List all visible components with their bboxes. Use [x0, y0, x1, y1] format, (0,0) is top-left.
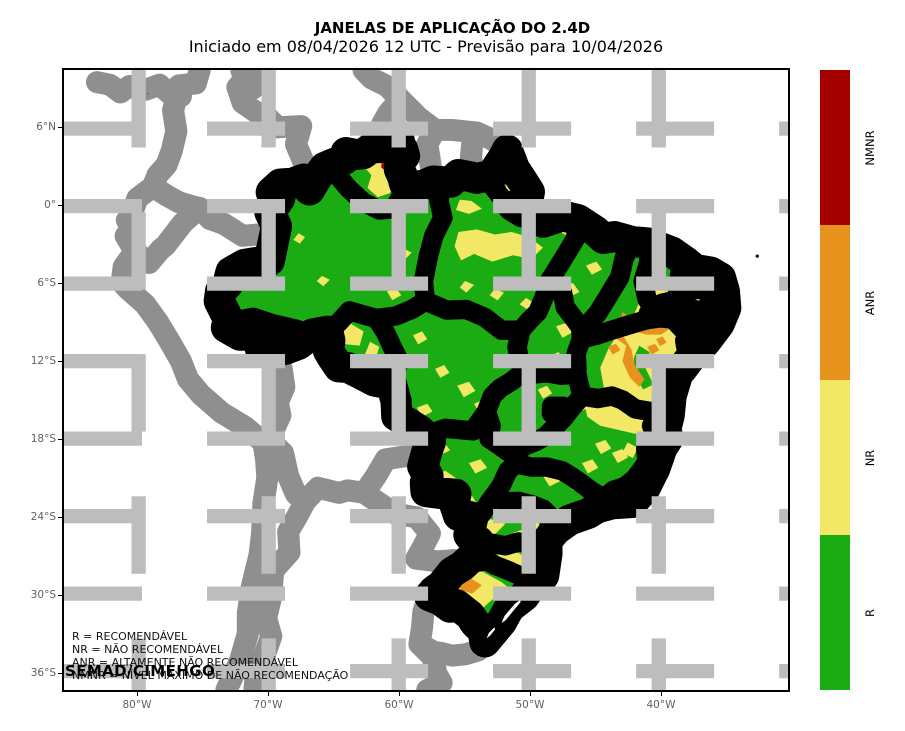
x-tick-label: 50°W: [515, 699, 545, 711]
y-tick: [58, 127, 62, 128]
y-tick: [58, 361, 62, 362]
island-dot: [755, 254, 760, 258]
x-tick-label: 40°W: [646, 699, 676, 711]
colorbar-segment-nr: [820, 380, 850, 535]
x-tick: [661, 692, 662, 696]
y-tick-label: 24°S: [30, 511, 56, 523]
legend-line: NMNR = NÍVEL MÁXIMO DE NÃO RECOMENDAÇÃO: [72, 669, 349, 682]
x-tick-label: 80°W: [122, 699, 152, 711]
y-tick-label: 0°: [44, 199, 56, 211]
x-tick-label: 70°W: [253, 699, 283, 711]
graticule: [64, 70, 788, 690]
watermark: SEMAD/CIMEHGO: [65, 662, 216, 680]
y-tick: [58, 439, 62, 440]
colorbar-label-r: R: [863, 609, 877, 617]
x-tick: [399, 692, 400, 696]
colorbar-label-nmnr: NMNR: [863, 130, 877, 166]
south-america-map: [64, 70, 788, 690]
legend-line: ANR = ALTAMENTE NÃO RECOMENDÁVEL: [72, 656, 298, 669]
colorbar-label-anr: ANR: [863, 290, 877, 316]
legend-line: NR = NÃO RECOMENDÁVEL: [72, 643, 224, 656]
y-tick-label: 6°N: [36, 121, 56, 133]
map-title: JANELAS DE APLICAÇÃO DO 2.4D: [314, 19, 591, 37]
legend-line: R = RECOMENDÁVEL: [72, 630, 188, 643]
colorbar: [820, 70, 850, 690]
y-tick: [58, 283, 62, 284]
y-tick: [58, 517, 62, 518]
map-plot-area: [62, 68, 790, 692]
colorbar-segment-r: [820, 535, 850, 690]
x-tick: [530, 692, 531, 696]
lagoons: [485, 598, 521, 640]
island-dot-small: [146, 92, 149, 95]
x-tick: [137, 692, 138, 696]
y-tick: [58, 205, 62, 206]
y-tick: [58, 595, 62, 596]
colorbar-label-nr: NR: [863, 449, 877, 467]
x-tick-label: 60°W: [384, 699, 414, 711]
y-tick-label: 6°S: [37, 277, 56, 289]
y-tick-label: 18°S: [30, 433, 56, 445]
map-subtitle: Iniciado em 08/04/2026 12 UTC - Previsão…: [188, 37, 664, 56]
y-tick-label: 36°S: [30, 667, 56, 679]
colorbar-segment-nmnr: [820, 70, 850, 225]
y-tick-label: 30°S: [30, 589, 56, 601]
x-tick: [268, 692, 269, 696]
legend: R = RECOMENDÁVEL NR = NÃO RECOMENDÁVEL A…: [72, 630, 348, 682]
y-tick: [58, 673, 62, 674]
y-tick-label: 12°S: [30, 355, 56, 367]
colorbar-segment-anr: [820, 225, 850, 380]
